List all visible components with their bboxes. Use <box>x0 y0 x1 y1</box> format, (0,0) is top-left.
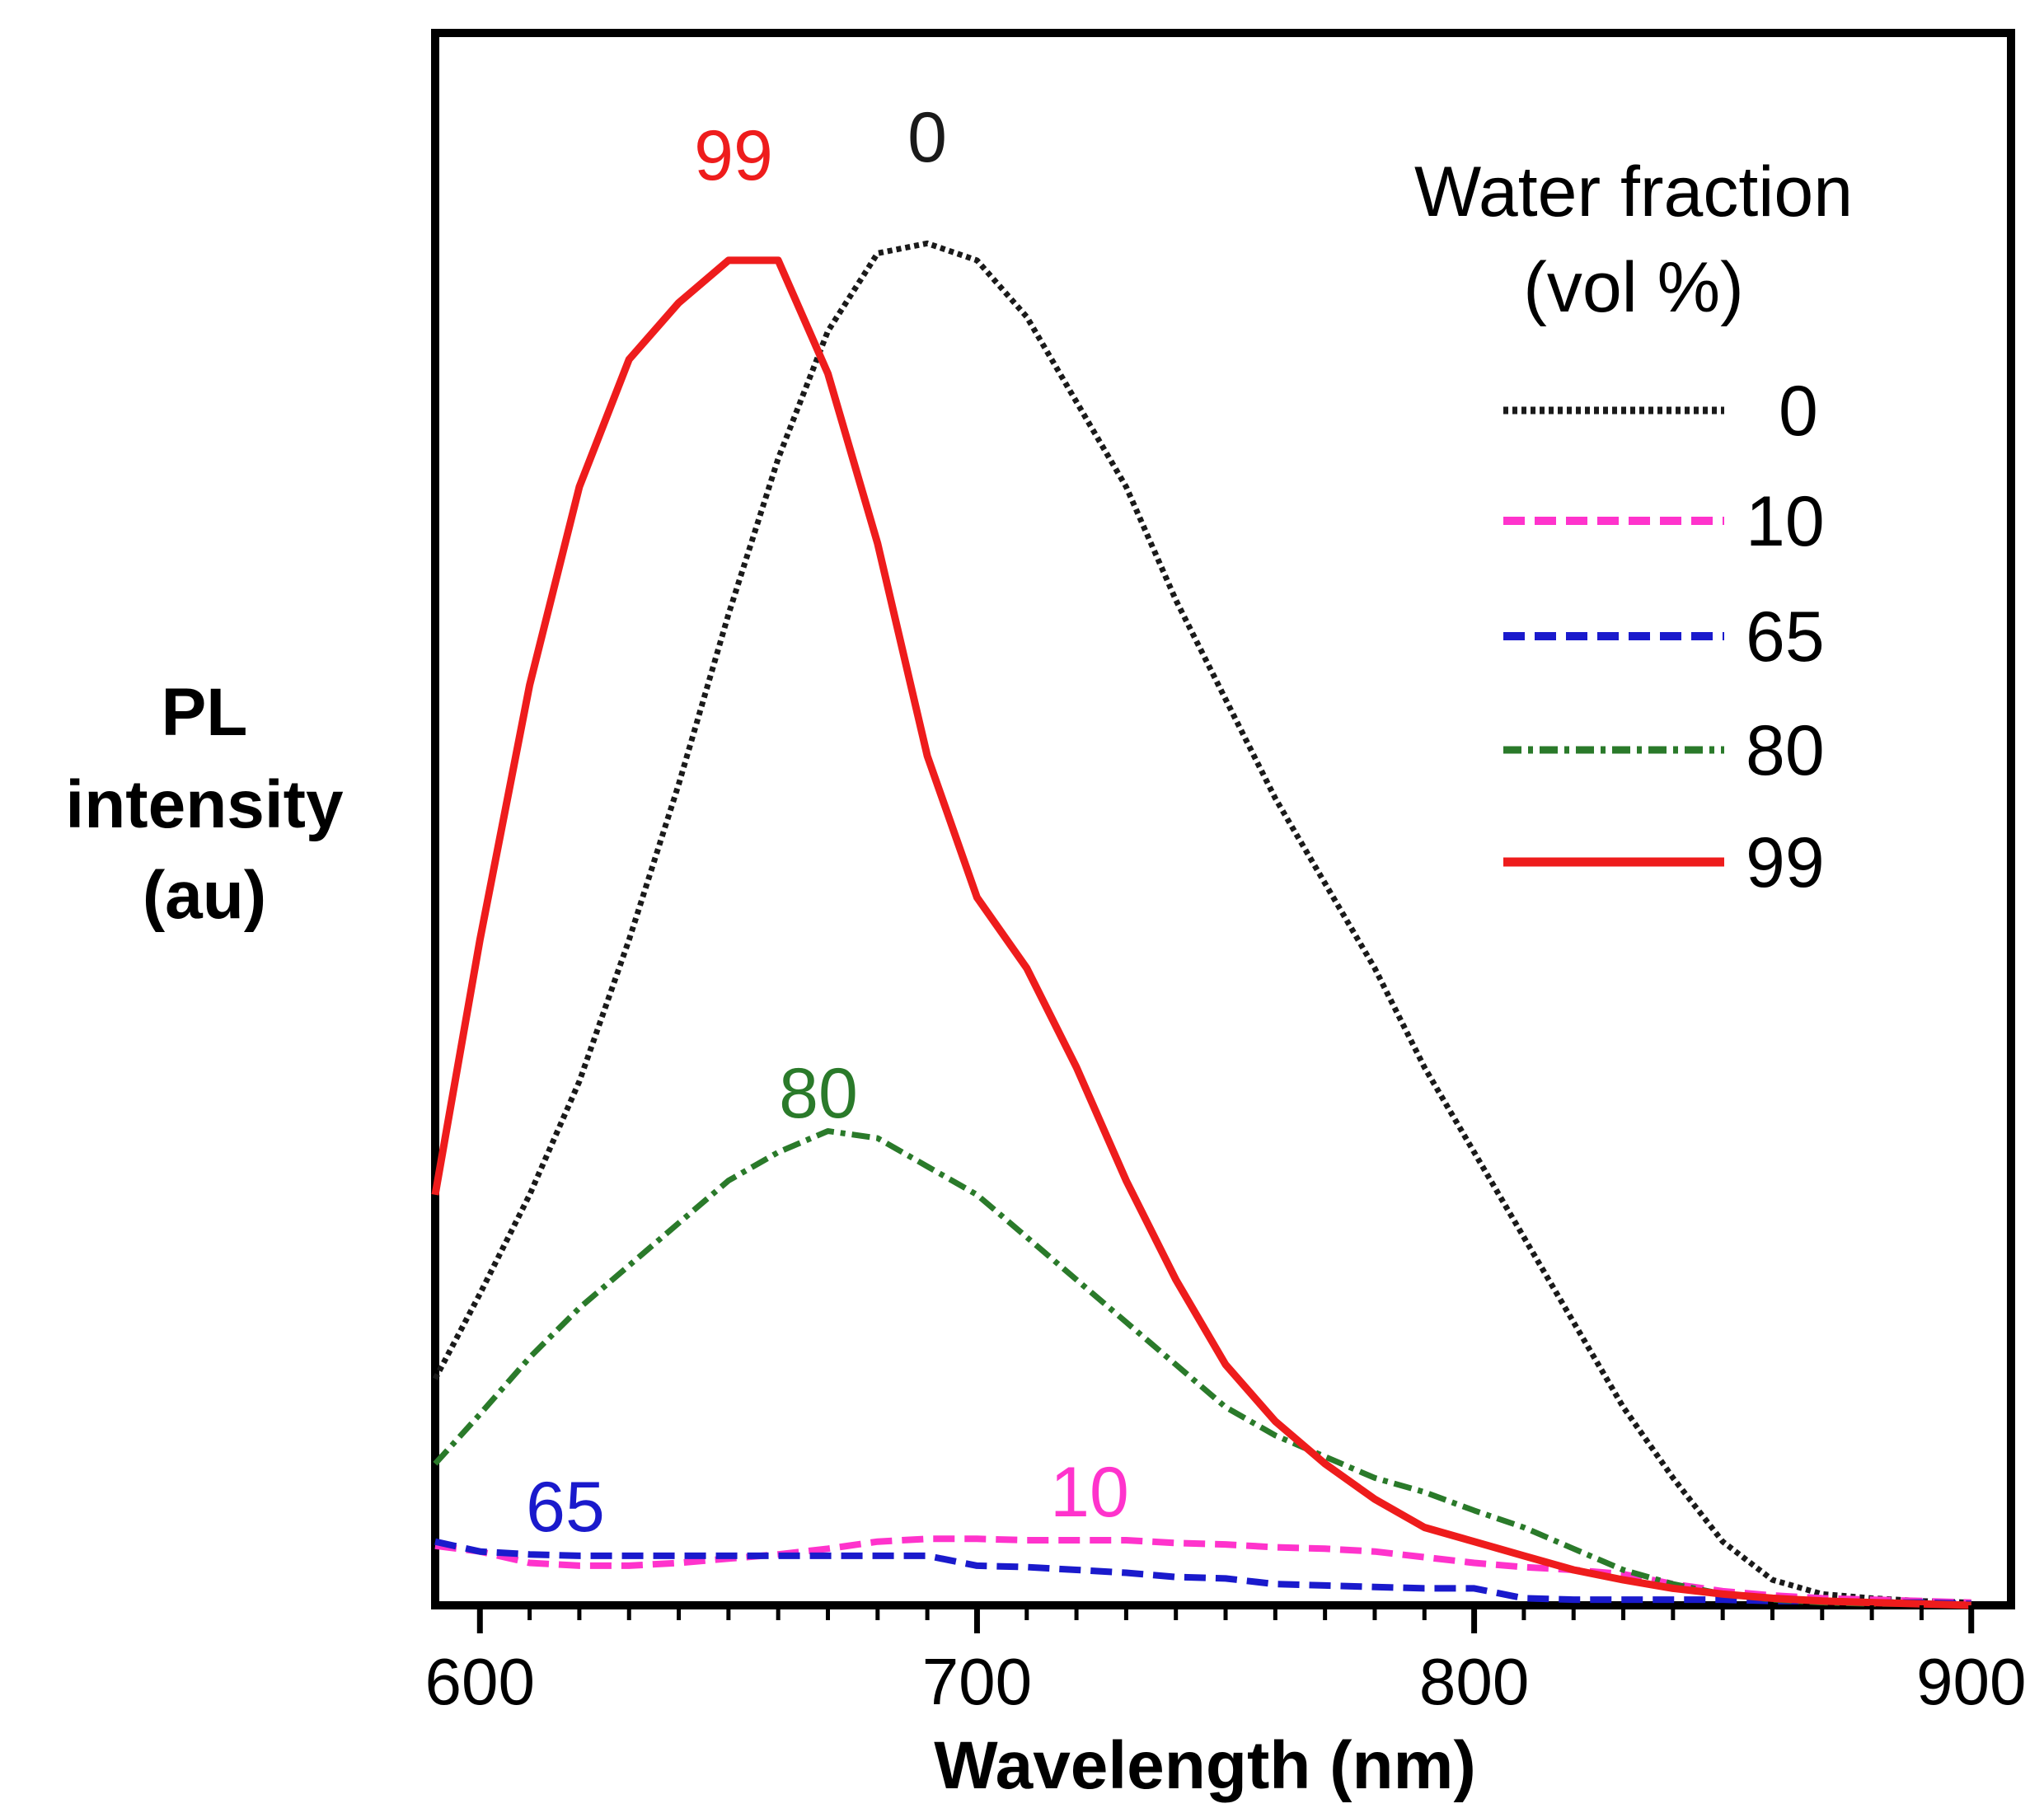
legend-label-10: 10 <box>1746 482 1825 561</box>
y-axis-title-line-1: PL <box>162 675 248 750</box>
peak-label-65: 65 <box>526 1468 605 1547</box>
legend-label-65: 65 <box>1746 597 1825 677</box>
plot-frame <box>431 29 2015 1609</box>
peak-annotations: 99 0 80 65 10 <box>526 98 1129 1547</box>
peak-label-80: 80 <box>779 1054 858 1133</box>
peak-label-0: 0 <box>907 98 947 177</box>
x-tick-label-700: 700 <box>922 1645 1032 1718</box>
y-axis-title: PL intensity (au) <box>65 675 344 933</box>
x-axis-title: Wavelength (nm) <box>934 1728 1476 1803</box>
x-axis: 600 700 800 900 Wavelength (nm) <box>425 1605 2026 1803</box>
series-line-65 <box>434 1538 1971 1608</box>
series-layer <box>431 240 1971 1609</box>
legend-title-line-2: (vol %) <box>1523 248 1744 327</box>
legend-label-80: 80 <box>1746 711 1825 790</box>
legend-label-0: 0 <box>1779 372 1818 451</box>
legend-title-line-1: Water fraction <box>1414 152 1853 232</box>
peak-label-10: 10 <box>1050 1453 1129 1532</box>
y-axis-title-line-2: intensity <box>65 767 344 842</box>
x-tick-label-900: 900 <box>1916 1645 2026 1718</box>
peak-label-99: 99 <box>694 116 773 195</box>
x-tick-label-800: 800 <box>1419 1645 1529 1718</box>
series-line-99 <box>431 256 1971 1609</box>
legend-label-99: 99 <box>1746 823 1825 902</box>
legend: Water fraction (vol %) 0 10 65 80 99 <box>1414 152 1853 902</box>
series-line-0 <box>432 240 1971 1606</box>
x-tick-label-600: 600 <box>425 1645 535 1718</box>
y-axis-title-line-3: (au) <box>143 858 266 933</box>
x-minor-ticks <box>527 1605 1924 1620</box>
